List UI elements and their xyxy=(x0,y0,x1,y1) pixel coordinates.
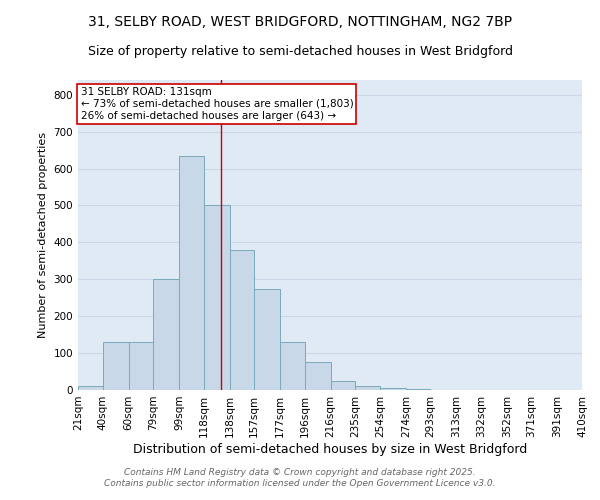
Text: Size of property relative to semi-detached houses in West Bridgford: Size of property relative to semi-detach… xyxy=(88,45,512,58)
Bar xyxy=(406,389,430,390)
Bar xyxy=(103,342,128,390)
Y-axis label: Number of semi-detached properties: Number of semi-detached properties xyxy=(38,132,48,338)
Bar xyxy=(153,280,179,390)
X-axis label: Distribution of semi-detached houses by size in West Bridgford: Distribution of semi-detached houses by … xyxy=(133,442,527,456)
Bar xyxy=(179,156,203,390)
Text: Contains HM Land Registry data © Crown copyright and database right 2025.
Contai: Contains HM Land Registry data © Crown c… xyxy=(104,468,496,487)
Bar xyxy=(380,388,406,390)
Bar xyxy=(254,288,280,390)
Bar xyxy=(331,381,355,390)
Text: 31, SELBY ROAD, WEST BRIDGFORD, NOTTINGHAM, NG2 7BP: 31, SELBY ROAD, WEST BRIDGFORD, NOTTINGH… xyxy=(88,15,512,29)
Bar xyxy=(203,206,230,390)
Bar xyxy=(355,386,380,390)
Bar xyxy=(280,342,305,390)
Text: 31 SELBY ROAD: 131sqm
← 73% of semi-detached houses are smaller (1,803)
26% of s: 31 SELBY ROAD: 131sqm ← 73% of semi-deta… xyxy=(80,88,353,120)
Bar xyxy=(128,342,153,390)
Bar xyxy=(305,362,331,390)
Bar xyxy=(230,250,254,390)
Bar xyxy=(78,386,103,390)
